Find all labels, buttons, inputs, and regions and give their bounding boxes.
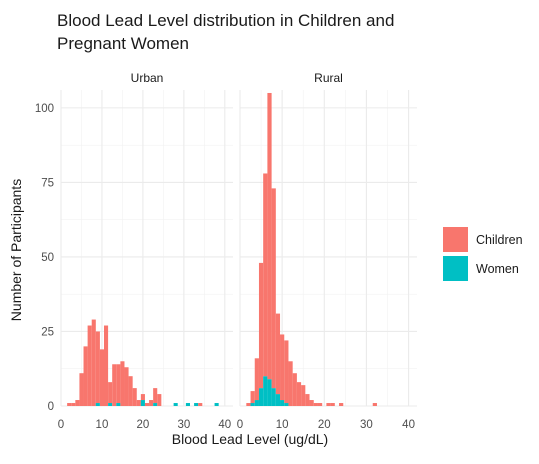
bar-children (128, 376, 133, 406)
x-tick-label: 30 (360, 419, 373, 431)
bar-women (267, 379, 272, 406)
histogram-bars (67, 319, 219, 406)
legend: Children Women (443, 227, 523, 281)
panel-rural: Rural (239, 71, 417, 407)
bar-children (79, 373, 84, 406)
bar-children (144, 403, 150, 406)
bar-children (95, 331, 100, 404)
bar-children (99, 349, 104, 406)
y-tick-label: 50 (41, 252, 54, 264)
bar-children (267, 92, 272, 380)
bar-children (301, 385, 306, 406)
bar-women (258, 388, 264, 406)
y-tick-label: 0 (48, 401, 54, 413)
x-tick-label: 30 (177, 419, 190, 431)
bar-children (280, 334, 285, 401)
bar-children (136, 400, 141, 406)
bar-women (194, 403, 199, 406)
bar-children (258, 262, 264, 389)
bar-children (296, 382, 302, 406)
bar-children (326, 403, 331, 406)
bar-women (280, 400, 285, 406)
bar-children (284, 340, 289, 404)
bar-women (250, 403, 255, 406)
bar-children (149, 400, 154, 406)
legend-swatch-women (443, 256, 468, 281)
legend-label-children: Children (476, 233, 523, 247)
bar-women (185, 403, 190, 406)
bar-children (87, 325, 92, 406)
legend-swatch-children (443, 227, 468, 252)
bar-women (173, 403, 178, 406)
bar-children (254, 358, 259, 401)
x-tick-label: 0 (58, 419, 64, 431)
facet-label-rural: Rural (314, 71, 343, 85)
bar-women (284, 403, 289, 406)
y-tick-label: 25 (41, 326, 54, 338)
panel-urban: Urban (60, 71, 233, 407)
bar-children (263, 173, 268, 377)
chart-title-line-2: Pregnant Women (57, 34, 189, 53)
bar-children (67, 403, 72, 406)
bar-children (132, 388, 137, 406)
bar-children (71, 403, 76, 406)
bar-women (140, 400, 145, 406)
bar-children (120, 361, 125, 406)
bar-women (275, 394, 281, 406)
bar-women (263, 376, 268, 406)
bar-children (309, 400, 314, 406)
bar-children (292, 373, 297, 406)
bar-women (254, 400, 259, 406)
bar-children (104, 325, 109, 406)
bar-children (83, 346, 88, 406)
chart-title: Blood Lead Level distribution in Childre… (57, 11, 394, 53)
x-axis-ticks: 0 10 20 30 40 0 10 20 30 40 (58, 419, 415, 431)
x-tick-label: 10 (276, 419, 289, 431)
x-tick-label: 40 (402, 419, 415, 431)
facet-label-urban: Urban (131, 71, 164, 85)
bar-children (250, 391, 255, 404)
bar-women (116, 403, 121, 406)
bar-women (271, 388, 276, 406)
bar-children (91, 319, 96, 406)
panel-grid (239, 90, 417, 407)
y-axis-ticks: 0 25 50 75 100 (35, 103, 54, 413)
bar-children (124, 367, 129, 406)
bar-children (271, 188, 276, 389)
bar-children (75, 400, 80, 406)
x-tick-label: 40 (218, 419, 231, 431)
y-axis-label: Number of Participants (8, 179, 24, 321)
bar-children (153, 388, 158, 404)
bar-women (153, 403, 158, 406)
bar-children (275, 313, 281, 395)
x-tick-label: 10 (96, 419, 109, 431)
x-tick-label: 0 (237, 419, 243, 431)
bar-children (246, 403, 251, 406)
legend-label-women: Women (476, 262, 519, 276)
bar-children (339, 403, 344, 406)
bar-children (330, 403, 335, 406)
histogram-bars (246, 92, 377, 406)
bar-children (305, 394, 310, 406)
bar-women (214, 403, 219, 406)
bar-children (313, 403, 318, 406)
y-tick-label: 100 (35, 103, 54, 115)
chart-title-line-1: Blood Lead Level distribution in Childre… (57, 11, 394, 30)
bar-children (198, 403, 203, 406)
bar-women (108, 403, 113, 406)
bar-children (288, 361, 293, 406)
x-tick-label: 20 (318, 419, 331, 431)
x-tick-label: 20 (137, 419, 150, 431)
bar-children (372, 403, 377, 406)
bar-women (95, 403, 100, 406)
bar-children (140, 394, 145, 401)
bar-children (157, 394, 162, 406)
bar-children (116, 364, 121, 404)
x-axis-label: Blood Lead Level (ug/dL) (172, 431, 328, 447)
bar-children (112, 364, 117, 406)
bar-children (317, 403, 323, 406)
y-tick-label: 75 (41, 177, 54, 189)
bar-children (108, 382, 113, 404)
